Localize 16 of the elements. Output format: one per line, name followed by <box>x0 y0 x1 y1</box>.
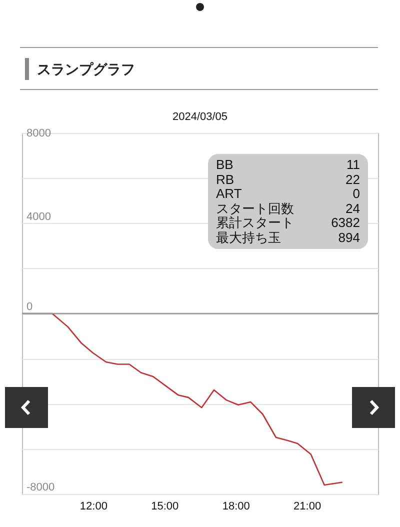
x-tick-label: 15:00 <box>151 500 179 512</box>
chart-subtitle: 2024/03/05 <box>172 111 228 123</box>
text: 最大持ち玉 894 <box>216 230 360 244</box>
x-tick-label: 21:00 <box>294 500 322 512</box>
text: スタート回数 24 <box>216 200 360 216</box>
y-tick-label: 0 <box>26 301 33 313</box>
x-tick-label: 18:00 <box>222 500 250 512</box>
y-tick-label: -8000 <box>26 482 55 494</box>
y-tick-label: 4000 <box>26 210 51 223</box>
y-tick-label: 8000 <box>26 128 51 140</box>
chart-title: スランプグラフ <box>25 58 135 80</box>
text: ART 0 <box>216 186 360 201</box>
text: RB 22 <box>216 172 360 186</box>
text: 累計スタート 6382 <box>216 215 360 230</box>
x-tick-label: 12:00 <box>80 500 108 512</box>
text: BB 11 <box>216 157 360 172</box>
